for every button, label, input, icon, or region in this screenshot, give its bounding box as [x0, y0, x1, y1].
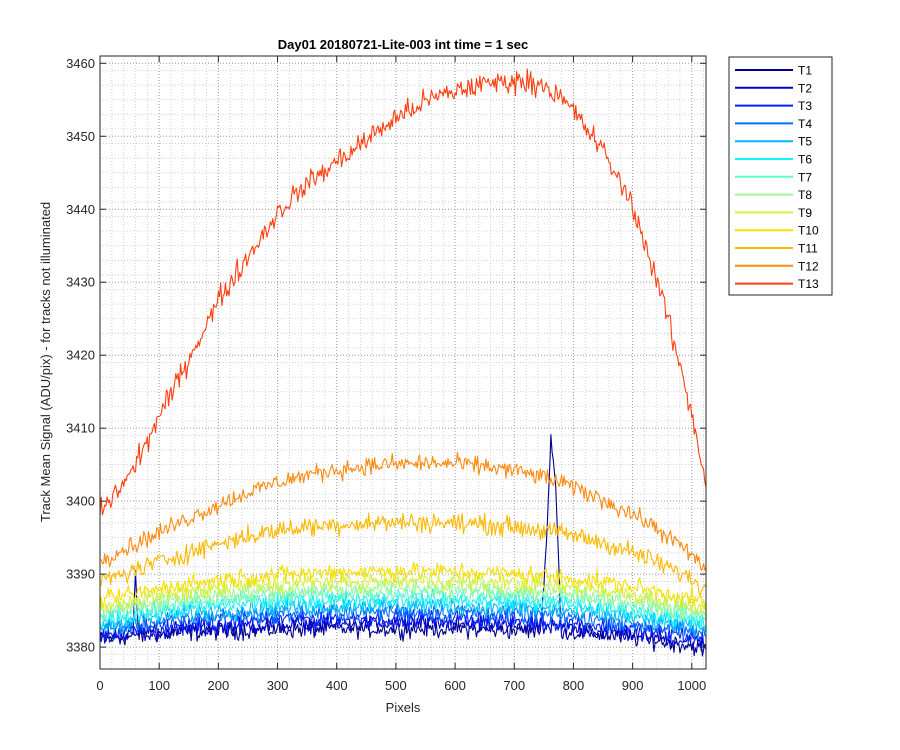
x-tick-label: 400	[326, 678, 348, 693]
series-line-t9	[99, 570, 707, 617]
series-line-t13	[99, 68, 707, 516]
series-line-t12	[99, 451, 707, 572]
series-lines	[99, 68, 707, 657]
legend-label-t3: T3	[798, 99, 812, 113]
x-tick-label: 900	[622, 678, 644, 693]
series-line-t10	[99, 561, 707, 611]
y-tick-label: 3440	[66, 202, 95, 217]
x-axis-title: Pixels	[386, 700, 421, 715]
axis-ticks: 0 100 200 300 400 500 600 700 800 900 1000 3380 3390…	[66, 56, 706, 693]
x-tick-label: 300	[267, 678, 289, 693]
x-tick-label: 200	[208, 678, 230, 693]
legend-label-t4: T4	[798, 117, 812, 131]
x-tick-label: 1000	[677, 678, 706, 693]
legend-label-t9: T9	[798, 206, 812, 220]
series-line-t7	[99, 584, 707, 625]
y-tick-label: 3430	[66, 275, 95, 290]
legend-label-t5: T5	[798, 135, 812, 149]
axes-frame	[99, 55, 707, 670]
x-tick-label: 800	[563, 678, 585, 693]
legend-label-t6: T6	[798, 153, 812, 167]
y-tick-label: 3390	[66, 567, 95, 582]
chart-title: Day01 20180721-Lite-003 int time = 1 sec	[278, 37, 528, 52]
legend-label-t7: T7	[798, 170, 812, 184]
x-tick-label: 100	[148, 678, 170, 693]
legend-label-t10: T10	[798, 224, 819, 238]
x-tick-label: 700	[503, 678, 525, 693]
legend-label-t11: T11	[798, 242, 818, 256]
legend-label-t13: T13	[798, 277, 819, 291]
series-line-t3	[99, 606, 707, 650]
y-tick-label: 3450	[66, 129, 95, 144]
legend-label-t2: T2	[798, 81, 812, 95]
y-axis-title: Track Mean Signal (ADU/pix) - for tracks…	[38, 202, 53, 522]
series-line-t5	[99, 593, 707, 635]
x-tick-label: 0	[96, 678, 103, 693]
x-tick-label: 600	[444, 678, 466, 693]
legend-label-t1: T1	[798, 64, 812, 78]
y-tick-label: 3400	[66, 494, 95, 509]
y-tick-label: 3410	[66, 421, 95, 436]
y-tick-label: 3460	[66, 56, 95, 71]
legend-items: T1 T2 T3 T4 T5 T6 T7 T8 T9 T10 T11 T12 T13	[735, 64, 819, 291]
legend: T1 T2 T3 T4 T5 T6 T7 T8 T9 T10 T11 T12 T13	[728, 56, 833, 296]
series-line-t11	[99, 512, 707, 597]
y-tick-label: 3420	[66, 348, 95, 363]
y-tick-label: 3380	[66, 640, 95, 655]
x-tick-label: 500	[385, 678, 407, 693]
legend-label-t8: T8	[798, 188, 812, 202]
legend-label-t12: T12	[798, 259, 819, 273]
